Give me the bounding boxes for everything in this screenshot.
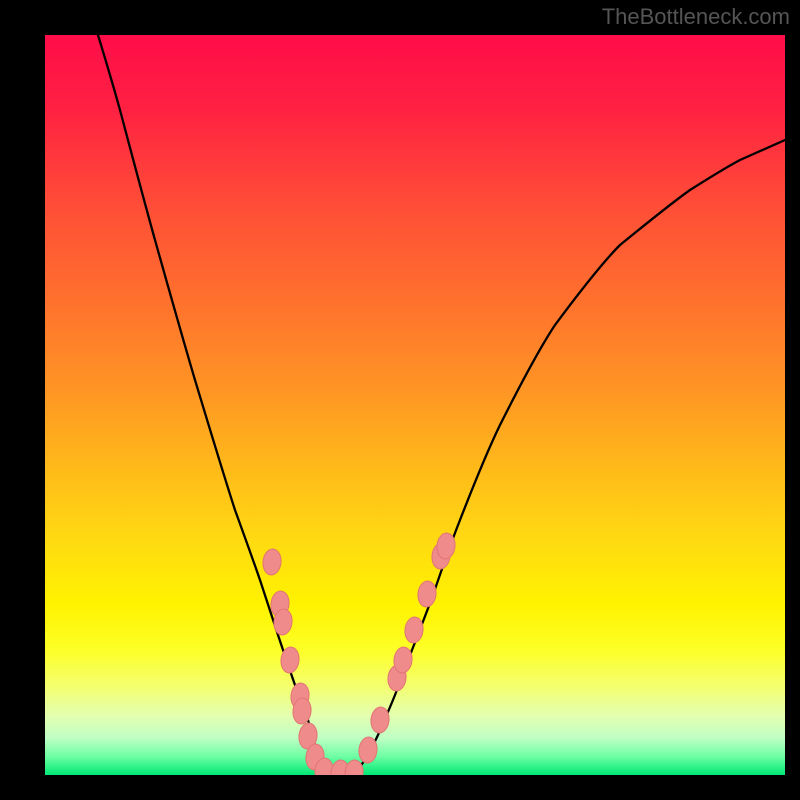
chart-container: TheBottleneck.com [0,0,800,800]
watermark-text: TheBottleneck.com [602,4,790,30]
gradient-plot-area [45,35,785,775]
bottleneck-chart-svg [0,0,800,800]
